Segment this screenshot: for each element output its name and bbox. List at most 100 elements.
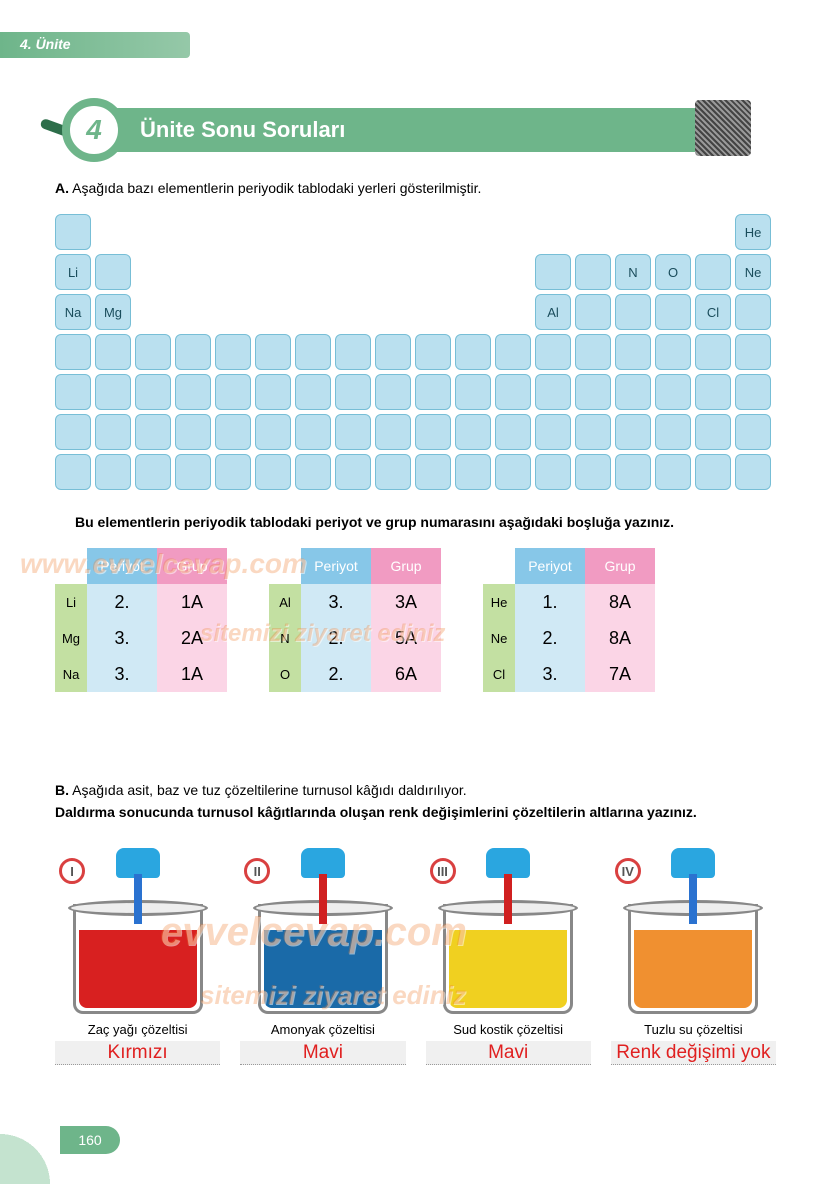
periodic-cell: [655, 294, 691, 330]
qr-code-icon: [695, 100, 751, 156]
beaker-label: Tuzlu su çözeltisi: [611, 1022, 776, 1037]
periodic-cell: [575, 374, 611, 410]
header-grup: Grup: [585, 548, 655, 584]
periodic-cell: [415, 374, 451, 410]
element-label: Na: [55, 656, 87, 692]
periodic-cell: [455, 454, 491, 490]
periodic-cell: [375, 414, 411, 450]
periodic-cell: [295, 414, 331, 450]
beaker-label: Sud kostik çözeltisi: [426, 1022, 591, 1037]
answer-table: PeriyotGrupAl3.3AN2.5AO2.6A: [269, 548, 441, 692]
periodic-cell: [95, 374, 131, 410]
litmus-strip: [689, 874, 697, 924]
beaker-label: Zaç yağı çözeltisi: [55, 1022, 220, 1037]
periodic-cell: [535, 334, 571, 370]
beaker-badge: III: [430, 858, 456, 884]
answer-table: PeriyotGrupLi2.1AMg3.2ANa3.1A: [55, 548, 227, 692]
periodic-cell: Cl: [695, 294, 731, 330]
periodic-cell: Mg: [95, 294, 131, 330]
corner-decoration: [0, 1134, 50, 1184]
element-label: O: [269, 656, 301, 692]
beaker-block: IV Tuzlu su çözeltisi Renk değişimi yok: [611, 848, 776, 1065]
periodic-cell: [455, 414, 491, 450]
section-a-intro: A. Aşağıda bazı elementlerin periyodik t…: [55, 180, 776, 196]
periodic-cell: [615, 294, 651, 330]
periodic-cell: [615, 374, 651, 410]
periodic-cell: [175, 334, 211, 370]
periodic-cell: [735, 454, 771, 490]
group-value: 8A: [585, 584, 655, 620]
periodic-cell: [95, 454, 131, 490]
periodic-cell: [335, 334, 371, 370]
periodic-cell: [135, 334, 171, 370]
periodic-cell: [495, 334, 531, 370]
periodic-cell: [655, 414, 691, 450]
header-periyot: Periyot: [515, 548, 585, 584]
section-b-instruction: Daldırma sonucunda turnusol kâğıtlarında…: [55, 804, 776, 820]
periodic-cell: [655, 374, 691, 410]
element-label: N: [269, 620, 301, 656]
periodic-cell: [295, 374, 331, 410]
element-label: Li: [55, 584, 87, 620]
beaker-badge: IV: [615, 858, 641, 884]
periodic-cell: [215, 374, 251, 410]
periodic-cell: [175, 414, 211, 450]
periodic-cell: [695, 414, 731, 450]
unit-banner: 4. Ünite: [0, 32, 190, 58]
beaker-badge: I: [59, 858, 85, 884]
periodic-cell: [735, 294, 771, 330]
periodic-cell: [175, 374, 211, 410]
element-label: Mg: [55, 620, 87, 656]
periodic-cell: [335, 454, 371, 490]
group-value: 5A: [371, 620, 441, 656]
periodic-cell: [575, 254, 611, 290]
header-periyot: Periyot: [301, 548, 371, 584]
periodic-cell: [135, 374, 171, 410]
periodic-cell: [375, 334, 411, 370]
periodic-cell: [255, 414, 291, 450]
periodic-cell: [55, 454, 91, 490]
periodic-cell: [135, 414, 171, 450]
periodic-cell: [735, 374, 771, 410]
periodic-cell: [575, 454, 611, 490]
periodic-cell: [255, 454, 291, 490]
periodic-cell: [575, 294, 611, 330]
period-value: 3.: [301, 584, 371, 620]
periodic-cell: [95, 414, 131, 450]
liquid: [634, 930, 752, 1008]
group-value: 1A: [157, 656, 227, 692]
periodic-cell: [95, 254, 131, 290]
periodic-cell: [615, 334, 651, 370]
periodic-cell: [215, 334, 251, 370]
periodic-cell: [535, 414, 571, 450]
period-value: 3.: [87, 656, 157, 692]
header-grup: Grup: [157, 548, 227, 584]
beaker-answer: Renk değişimi yok: [611, 1041, 776, 1065]
periodic-cell: [495, 374, 531, 410]
periodic-cell: Li: [55, 254, 91, 290]
header-grup: Grup: [371, 548, 441, 584]
answer-table: PeriyotGrupHe1.8ANe2.8ACl3.7A: [483, 548, 655, 692]
group-value: 1A: [157, 584, 227, 620]
periodic-cell: [55, 334, 91, 370]
section-a-label: A.: [55, 180, 69, 196]
periodic-cell: [655, 454, 691, 490]
periodic-cell: [295, 454, 331, 490]
periodic-cell: [615, 414, 651, 450]
unit-number-circle: 4: [62, 98, 126, 162]
periodic-cell: [335, 374, 371, 410]
group-value: 8A: [585, 620, 655, 656]
answer-tables: PeriyotGrupLi2.1AMg3.2ANa3.1APeriyotGrup…: [55, 548, 776, 692]
periodic-cell: [495, 454, 531, 490]
periodic-cell: [695, 334, 731, 370]
liquid: [79, 930, 197, 1008]
periodic-cell: Ne: [735, 254, 771, 290]
period-value: 2.: [301, 620, 371, 656]
page-number: 160: [60, 1126, 120, 1154]
periodic-cell: [735, 414, 771, 450]
liquid: [264, 930, 382, 1008]
litmus-strip: [504, 874, 512, 924]
title-banner: Ünite Sonu Soruları: [70, 108, 751, 152]
liquid: [449, 930, 567, 1008]
header-periyot: Periyot: [87, 548, 157, 584]
